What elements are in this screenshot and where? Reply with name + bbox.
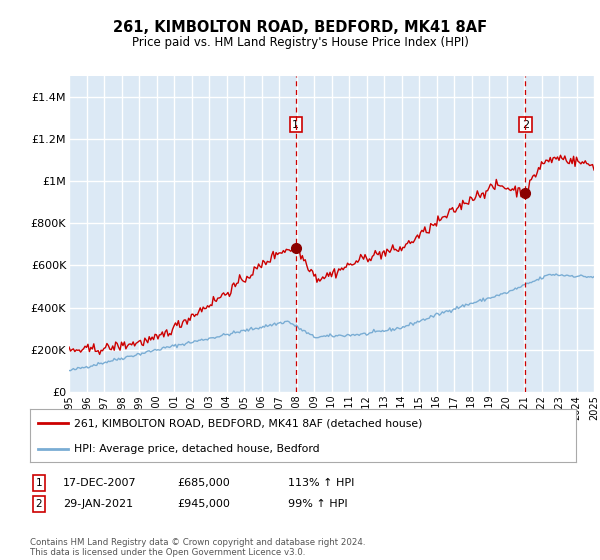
- Text: 261, KIMBOLTON ROAD, BEDFORD, MK41 8AF (detached house): 261, KIMBOLTON ROAD, BEDFORD, MK41 8AF (…: [74, 418, 422, 428]
- Text: £685,000: £685,000: [177, 478, 230, 488]
- Text: 113% ↑ HPI: 113% ↑ HPI: [288, 478, 355, 488]
- Text: 99% ↑ HPI: 99% ↑ HPI: [288, 499, 347, 509]
- Text: 29-JAN-2021: 29-JAN-2021: [63, 499, 133, 509]
- Text: Contains HM Land Registry data © Crown copyright and database right 2024.
This d: Contains HM Land Registry data © Crown c…: [30, 538, 365, 557]
- Text: 1: 1: [35, 478, 43, 488]
- Text: 2: 2: [522, 120, 529, 130]
- Text: 1: 1: [292, 120, 299, 130]
- Text: Price paid vs. HM Land Registry's House Price Index (HPI): Price paid vs. HM Land Registry's House …: [131, 36, 469, 49]
- Text: 261, KIMBOLTON ROAD, BEDFORD, MK41 8AF: 261, KIMBOLTON ROAD, BEDFORD, MK41 8AF: [113, 20, 487, 35]
- Text: £945,000: £945,000: [177, 499, 230, 509]
- Text: HPI: Average price, detached house, Bedford: HPI: Average price, detached house, Bedf…: [74, 444, 319, 454]
- Text: 2: 2: [35, 499, 43, 509]
- Text: 17-DEC-2007: 17-DEC-2007: [63, 478, 137, 488]
